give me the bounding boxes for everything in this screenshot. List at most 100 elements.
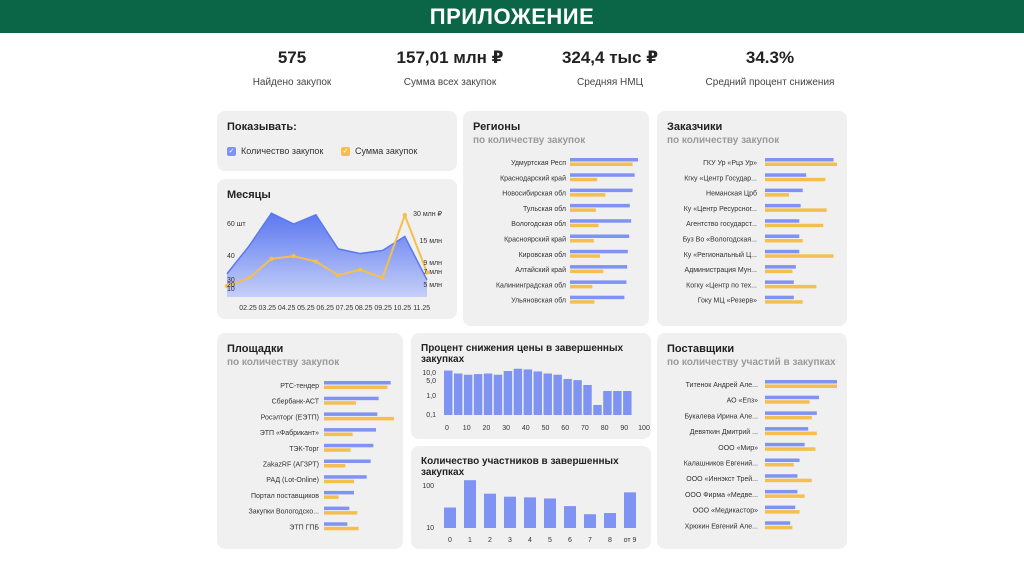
x-tick-label: 09.25	[374, 305, 392, 312]
bar-sum	[765, 208, 827, 212]
bar-sum	[570, 239, 594, 243]
show-count-label: Количество закупок	[241, 146, 324, 156]
count-line	[226, 212, 428, 281]
bar-count	[570, 265, 628, 269]
x-tick-label: 60	[561, 425, 569, 432]
discount-bar	[453, 373, 463, 415]
bar-count	[765, 295, 794, 300]
x-tick-label: 04.25	[278, 305, 296, 312]
check-icon[interactable]: ✓	[227, 146, 236, 156]
bar-sum	[765, 525, 793, 530]
sum-point	[358, 267, 363, 272]
bar-count	[570, 203, 630, 208]
months-card: Месяцы 60 шт 40 30 20 10 30 млн ₽ 15 млн 9 млн 7…	[217, 179, 457, 319]
bar-label: Гоку МЦ «Резерв»	[698, 298, 757, 305]
left-tick-label: 30	[227, 277, 235, 284]
bar-count	[765, 474, 798, 478]
left-tick-label: 40	[227, 253, 235, 260]
x-tick-label: 4	[528, 537, 532, 544]
bar-sum	[765, 177, 826, 182]
bar-count	[765, 442, 805, 447]
participants-bar	[604, 513, 616, 528]
participants-bar	[544, 498, 556, 528]
discount-bar	[573, 380, 582, 415]
bar-label: Ку «Региональный Ц...	[684, 251, 757, 259]
bar-label: Сбербанк-АСТ	[272, 398, 320, 406]
x-tick-label: 5	[548, 537, 552, 544]
bar-label: ООО «Иннэкст Трей...	[686, 475, 758, 483]
discount-chart: 10,05,0 1,0 0,1 0 10 20 30 40 50 60 70 80 90 100	[422, 368, 650, 432]
bar-label: Агентство государст...	[686, 221, 757, 228]
platforms-title: Площадки	[227, 343, 284, 355]
bar-sum	[324, 479, 354, 484]
discount-bar	[553, 374, 562, 415]
bar-label: Росэлторг (ЕЭТП)	[261, 414, 319, 421]
x-tick-label: 40	[522, 425, 530, 432]
left-tick-label: 20	[227, 282, 235, 289]
show-sum-toggle[interactable]: ✓ Сумма закупок	[341, 146, 417, 156]
bar-count	[570, 249, 628, 254]
bar-count	[765, 188, 803, 193]
page-title: ПРИЛОЖЕНИЕ	[429, 3, 595, 29]
y-tick-label: 10	[426, 525, 434, 532]
show-filter-title: Показывать:	[227, 121, 297, 133]
discount-bar	[593, 404, 602, 415]
bar-label: РАД (Lot-Online)	[266, 477, 319, 484]
show-filter-card: Показывать: ✓ Количество закупок ✓ Сумма…	[217, 111, 457, 171]
y-tick-label: 0,1	[426, 412, 436, 419]
x-tick-label: 07.25	[336, 305, 354, 312]
bar-label: Красноярский край	[504, 236, 566, 244]
bar-count	[765, 249, 800, 254]
x-tick-label: 10.25	[394, 305, 412, 312]
stat-average-discount: 34.3% Средний процент снижения	[670, 48, 870, 88]
sum-point	[224, 283, 230, 289]
bar-label: Краснодарский край	[500, 174, 566, 182]
show-count-toggle[interactable]: ✓ Количество закупок	[227, 146, 323, 156]
bar-count	[324, 412, 378, 416]
bar-sum	[765, 223, 824, 228]
bar-count	[765, 234, 800, 238]
bar-sum	[324, 401, 356, 405]
bar-label: Администрация Мун...	[684, 267, 757, 274]
stat-label: Сумма всех закупок	[403, 77, 497, 88]
bar-sum	[570, 208, 596, 212]
x-tick-label: 08.25	[355, 305, 373, 312]
regions-subtitle: по количеству закупок	[473, 135, 586, 146]
stat-average-price: 324,4 тыс ₽ Средняя НМЦ	[510, 48, 710, 88]
stat-value: 157,01 млн ₽	[396, 48, 504, 67]
bar-sum	[570, 223, 599, 228]
x-tick-label: 80	[601, 425, 609, 432]
bar-label: Хрюкин Евгений Але...	[685, 522, 758, 530]
stat-label: Найдено закупок	[252, 77, 332, 88]
bar-sum	[765, 447, 816, 451]
discount-bar	[603, 391, 612, 415]
y-tick-label: 100	[422, 483, 434, 490]
bar-sum	[324, 495, 339, 499]
platforms-subtitle: по количеству закупок	[227, 357, 340, 368]
bar-count	[765, 173, 807, 177]
bar-count	[765, 380, 837, 384]
discount-bar	[583, 384, 592, 415]
left-tick-label: 10	[227, 286, 235, 293]
bar-sum	[765, 284, 817, 289]
suppliers-chart: Титенок Андрей Але... АО «Епз» Букалева Ир…	[684, 380, 837, 530]
bar-count	[765, 265, 796, 269]
bar-count	[765, 489, 798, 494]
bar-label: Ульяновская обл	[511, 297, 566, 305]
bar-label: ЭТП ГПБ	[289, 524, 319, 531]
x-tick-label: 2	[488, 537, 492, 544]
bar-label: Букалева Ирина Але...	[684, 413, 758, 420]
check-icon[interactable]: ✓	[341, 146, 350, 156]
regions-card: Регионы по количеству закупок Удмуртская…	[463, 111, 649, 326]
suppliers-subtitle: по количеству участий в закупках	[667, 357, 836, 368]
x-tick-label: 0	[445, 425, 449, 432]
left-tick-label: 60 шт	[227, 221, 246, 228]
bar-count	[324, 459, 371, 463]
participants-card: Количество участников в завершенных заку…	[411, 446, 651, 549]
stat-label: Средний процент снижения	[705, 77, 835, 88]
bar-sum	[765, 300, 803, 304]
x-tick-label: 100	[638, 425, 650, 432]
x-tick-label: 20	[483, 425, 491, 432]
bar-count	[570, 188, 633, 193]
